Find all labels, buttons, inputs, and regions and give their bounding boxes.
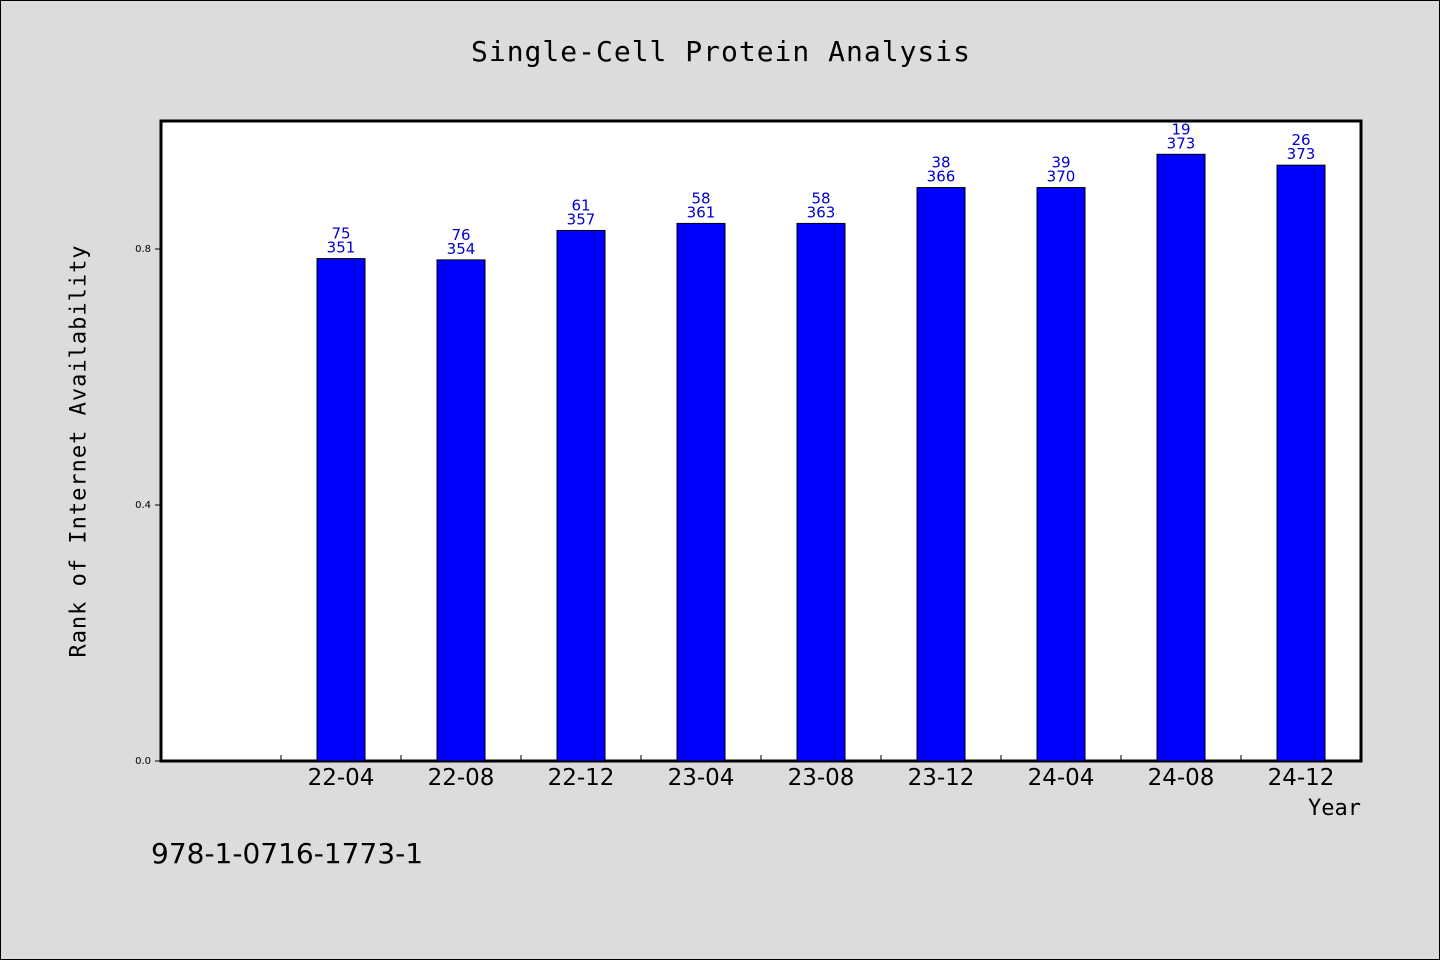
y-tick-label-2: 0.8 — [135, 244, 151, 255]
y-tick-label-0: 0.0 — [135, 756, 151, 767]
y-ticks: 0.0 0.4 0.8 — [135, 244, 161, 767]
data-label-top-24-04: 39 — [1051, 154, 1070, 172]
x-ticks: 22-04 22-08 22-12 23-04 23-08 23-12 24-04 24-08… — [280, 755, 1335, 791]
data-label-bottom-24-08: 373 — [1167, 134, 1196, 152]
bar-22-04 — [316, 258, 366, 762]
x-tick-label-24-12: 24-12 — [1268, 765, 1335, 791]
data-label-bottom-23-08: 363 — [807, 203, 836, 221]
x-tick-label-24-08: 24-08 — [1148, 765, 1215, 791]
data-label-top-24-08: 19 — [1171, 120, 1190, 138]
data-label-bottom-23-12: 366 — [927, 168, 956, 186]
y-tick-label-1: 0.4 — [135, 500, 151, 511]
bar-23-04 — [676, 222, 726, 762]
x-tick-label-22-12: 22-12 — [548, 765, 615, 791]
isbn-code: 978-1-0716-1773-1 — [151, 837, 424, 870]
data-label-bottom-24-12: 373 — [1287, 145, 1316, 163]
x-tick-label-22-08: 22-08 — [428, 765, 495, 791]
data-label-top-22-04: 75 — [331, 225, 350, 243]
bars — [316, 153, 1326, 762]
data-label-bottom-23-04: 361 — [687, 203, 716, 221]
x-tick-label-23-04: 23-04 — [668, 765, 735, 791]
data-labels: 7535176354613575836158363383663937019373… — [327, 120, 1316, 258]
x-tick-label-23-12: 23-12 — [908, 765, 975, 791]
x-tick-label-23-08: 23-08 — [788, 765, 855, 791]
bar-22-08 — [436, 259, 486, 762]
bar-24-08 — [1156, 153, 1206, 762]
data-label-top-22-08: 76 — [451, 226, 470, 244]
x-tick-label-22-04: 22-04 — [308, 765, 375, 791]
chart-title: Single-Cell Protein Analysis — [470, 35, 971, 68]
x-axis-label: Year — [1308, 796, 1361, 821]
bar-24-12 — [1276, 164, 1326, 762]
data-label-bottom-22-04: 351 — [327, 239, 356, 257]
bar-23-08 — [796, 222, 846, 762]
data-label-bottom-22-12: 357 — [567, 210, 596, 228]
data-label-top-23-04: 58 — [691, 189, 710, 207]
bar-24-04 — [1036, 187, 1086, 762]
x-tick-label-24-04: 24-04 — [1028, 765, 1095, 791]
bar-23-12 — [916, 187, 966, 762]
data-label-top-23-08: 58 — [811, 189, 830, 207]
data-label-bottom-22-08: 354 — [447, 240, 476, 258]
data-label-bottom-24-04: 370 — [1047, 168, 1076, 186]
data-label-top-23-12: 38 — [931, 154, 950, 172]
bar-22-12 — [556, 229, 606, 762]
data-label-top-22-12: 61 — [571, 196, 590, 214]
data-label-top-24-12: 26 — [1291, 131, 1310, 149]
